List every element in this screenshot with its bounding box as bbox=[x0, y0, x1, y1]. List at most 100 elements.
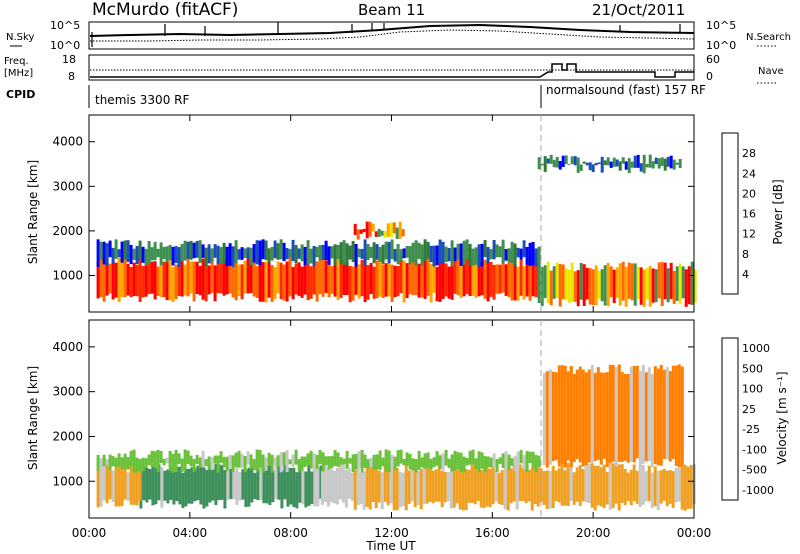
heatmap-cell bbox=[495, 264, 499, 294]
heatmap-cell bbox=[657, 262, 661, 299]
heatmap-cell bbox=[228, 243, 232, 266]
heatmap-cell bbox=[669, 155, 673, 169]
heatmap-cell bbox=[237, 264, 241, 297]
heatmap-cell bbox=[678, 159, 682, 168]
heatmap-cell bbox=[204, 247, 208, 267]
heatmap-cell bbox=[234, 240, 238, 264]
heatmap-cell bbox=[108, 263, 112, 294]
heatmap-cell bbox=[294, 245, 298, 264]
heatmap-cell bbox=[662, 369, 666, 459]
heatmap-cell bbox=[435, 267, 439, 302]
heatmap-cell bbox=[386, 223, 390, 237]
heatmap-cell bbox=[332, 470, 336, 504]
time-x-axis: 00:00 04:00 08:00 12:00 16:00 20:00 00:00 bbox=[72, 115, 711, 540]
heatmap-cell bbox=[662, 468, 666, 501]
heatmap-cell bbox=[198, 457, 202, 468]
heatmap-cell bbox=[216, 245, 220, 264]
heatmap-cell bbox=[174, 264, 178, 300]
heatmap-cell bbox=[213, 265, 217, 302]
freq-panel-frame bbox=[88, 54, 695, 81]
heatmap-cell bbox=[477, 244, 481, 267]
heatmap-cell bbox=[288, 459, 292, 465]
heatmap-cell bbox=[371, 223, 375, 232]
heatmap-cell bbox=[180, 259, 184, 297]
heatmap-cell bbox=[525, 450, 529, 472]
heatmap-cell bbox=[617, 364, 621, 462]
heatmap-cell bbox=[102, 257, 106, 302]
heatmap-cell bbox=[105, 243, 109, 266]
heatmap-cell bbox=[645, 163, 649, 168]
heatmap-cell bbox=[387, 241, 391, 264]
heatmap-cell bbox=[177, 453, 181, 464]
heatmap-cell bbox=[465, 457, 469, 466]
heatmap-cell bbox=[645, 268, 649, 300]
y-tick-label: 2000 bbox=[52, 224, 83, 238]
heatmap-cell bbox=[531, 241, 535, 266]
colorbar-tick-label: -1000 bbox=[742, 484, 774, 497]
heatmap-cell bbox=[449, 465, 453, 509]
heatmap-cell bbox=[342, 240, 346, 265]
heatmap-cell bbox=[160, 467, 164, 508]
heatmap-cell bbox=[603, 265, 607, 306]
heatmap-cell bbox=[324, 456, 328, 465]
heatmap-cell bbox=[285, 248, 289, 260]
heatmap-cell bbox=[557, 468, 561, 503]
heatmap-cell bbox=[642, 269, 646, 307]
heatmap-cell bbox=[216, 262, 220, 294]
heatmap-cell bbox=[621, 157, 625, 164]
heatmap-cell bbox=[348, 266, 352, 303]
heatmap-cell bbox=[534, 258, 538, 298]
heatmap-cell bbox=[527, 469, 531, 502]
heatmap-cell bbox=[326, 467, 330, 507]
heatmap-cell bbox=[630, 161, 634, 168]
heatmap-cell bbox=[611, 463, 615, 509]
x-tick-label: 08:00 bbox=[273, 526, 308, 540]
heatmap-cell bbox=[135, 457, 139, 473]
heatmap-cell bbox=[677, 364, 681, 467]
heatmap-cell bbox=[186, 241, 190, 259]
heatmap-cell bbox=[656, 368, 660, 466]
heatmap-cell bbox=[309, 450, 313, 469]
heatmap-cell bbox=[654, 269, 658, 302]
colorbar-tick-label: 100 bbox=[742, 383, 763, 396]
heatmap-cell bbox=[648, 266, 652, 307]
heatmap-cell bbox=[506, 463, 510, 511]
heatmap-cell bbox=[393, 456, 397, 471]
cpid-label: CPID bbox=[6, 88, 35, 101]
heatmap-cell bbox=[261, 239, 265, 260]
heatmap-cell bbox=[404, 464, 408, 511]
heatmap-cell bbox=[486, 247, 490, 264]
heatmap-cell bbox=[381, 244, 385, 264]
heatmap-cell bbox=[96, 454, 100, 471]
heatmap-cell bbox=[597, 162, 601, 165]
heatmap-cell bbox=[393, 248, 397, 262]
heatmap-cell bbox=[588, 162, 592, 171]
nave-line bbox=[90, 63, 694, 78]
heatmap-cell bbox=[312, 265, 316, 295]
heatmap-cell bbox=[99, 259, 103, 298]
heatmap-cell bbox=[633, 263, 637, 306]
heatmap-cell bbox=[485, 463, 489, 507]
heatmap-cell bbox=[386, 464, 390, 506]
heatmap-cell bbox=[168, 451, 172, 471]
heatmap-cell bbox=[345, 262, 349, 295]
heatmap-cell bbox=[264, 261, 268, 303]
heatmap-cell bbox=[588, 268, 592, 305]
heatmap-cell bbox=[153, 261, 157, 300]
heatmap-cell bbox=[222, 242, 226, 264]
heatmap-cell bbox=[516, 266, 520, 301]
heatmap-cell bbox=[114, 262, 118, 298]
heatmap-cell bbox=[291, 267, 295, 300]
heatmap-cell bbox=[288, 257, 292, 297]
heatmap-cell bbox=[171, 246, 175, 266]
heatmap-cell bbox=[267, 261, 271, 298]
heatmap-cell bbox=[671, 365, 675, 459]
heatmap-cell bbox=[327, 246, 331, 265]
heatmap-cell bbox=[476, 464, 480, 501]
heatmap-cell bbox=[360, 259, 364, 297]
heatmap-cell bbox=[129, 266, 133, 298]
heatmap-cell bbox=[174, 449, 178, 473]
heatmap-cell bbox=[548, 470, 552, 509]
heatmap-cell bbox=[599, 467, 603, 507]
heatmap-cell bbox=[572, 472, 576, 505]
